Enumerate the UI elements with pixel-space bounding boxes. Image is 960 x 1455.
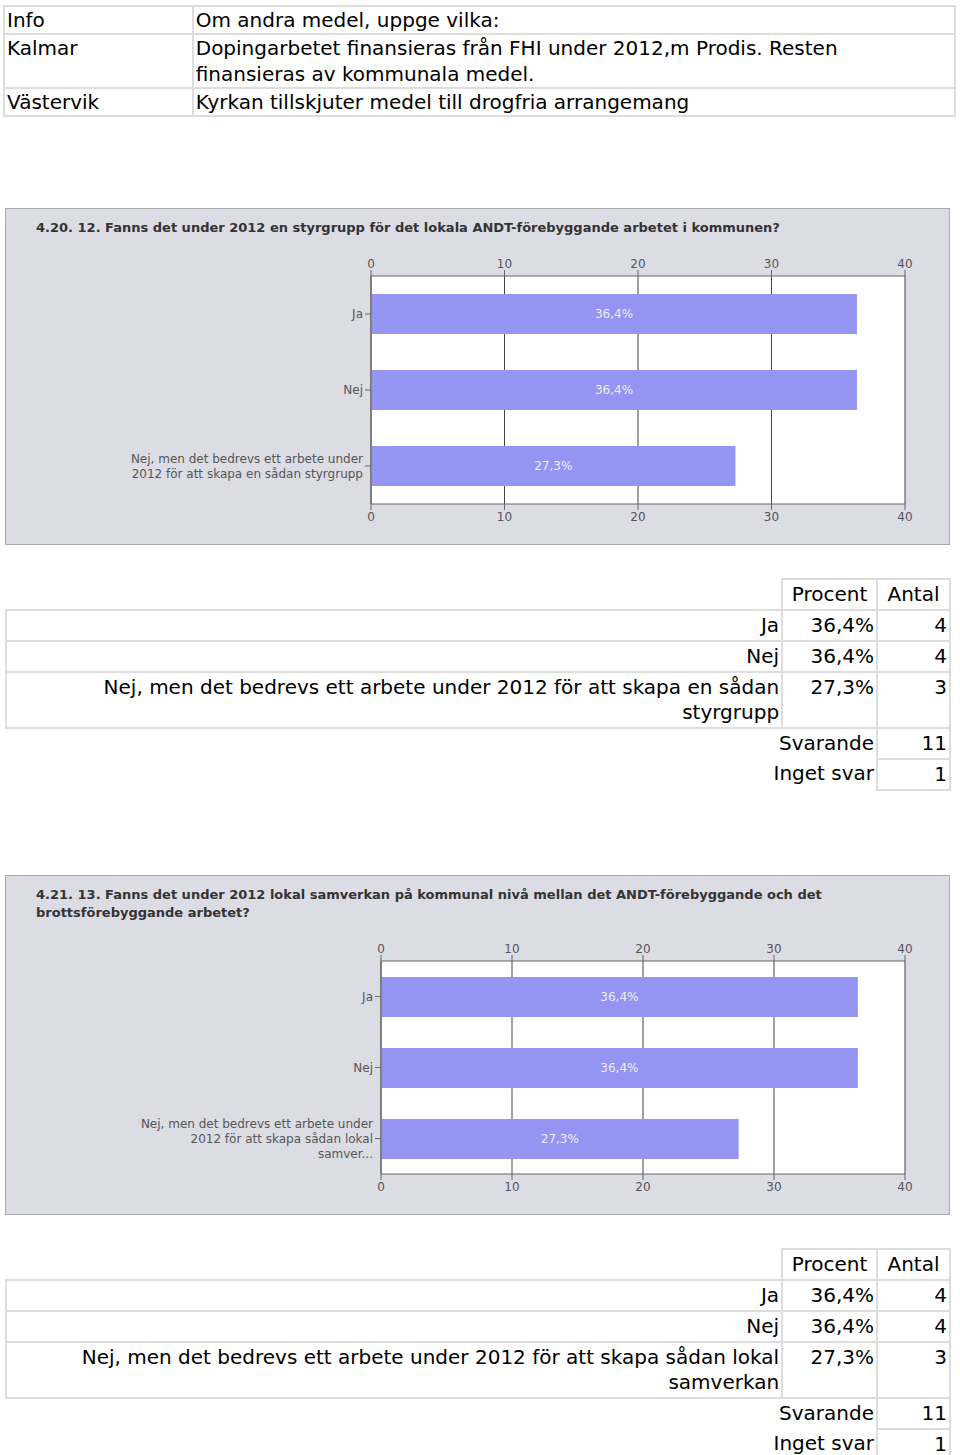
html-text:Nej: Nej xyxy=(746,1314,780,1338)
svg-text:Nej: Nej xyxy=(353,1061,373,1075)
svg-text:27,3%: 27,3% xyxy=(541,1132,579,1146)
html-text:27,3%: 27,3% xyxy=(810,1345,874,1369)
svg-text:10: 10 xyxy=(497,510,512,524)
svg-text:Nej, men det bedrevs ett arbet: Nej, men det bedrevs ett arbete under201… xyxy=(141,1117,373,1161)
svg-text:0: 0 xyxy=(377,1180,385,1194)
html-text:Svarande: Svarande xyxy=(779,1401,874,1425)
svg-text:0: 0 xyxy=(367,257,375,271)
html-text:4: 4 xyxy=(934,1283,947,1307)
html-text:4: 4 xyxy=(934,1314,947,1338)
html-text:Procent: Procent xyxy=(791,582,868,606)
html-text:3: 3 xyxy=(934,1345,947,1369)
html-text:Kyrkan tillskjuter medel till: Kyrkan tillskjuter medel till drogfria a… xyxy=(195,90,690,114)
html-text:Kalmar: Kalmar xyxy=(7,36,78,60)
svg-text:30: 30 xyxy=(766,942,781,956)
html-text:Svarande: Svarande xyxy=(779,731,874,755)
svg-text:20: 20 xyxy=(630,510,645,524)
html-text:Västervik: Västervik xyxy=(7,90,100,114)
svg-text:0: 0 xyxy=(367,510,375,524)
html-text:4: 4 xyxy=(934,613,947,637)
svg-text:36,4%: 36,4% xyxy=(595,307,633,321)
html-text:Nej: Nej xyxy=(746,644,780,668)
html-text:4.21. 13. Fanns det under 2012: 4.21. 13. Fanns det under 2012 lokal sam… xyxy=(36,887,822,920)
html-text:1: 1 xyxy=(934,762,947,786)
svg-text:27,3%: 27,3% xyxy=(534,459,572,473)
svg-text:30: 30 xyxy=(766,1180,781,1194)
svg-text:40: 40 xyxy=(897,942,912,956)
svg-text:30: 30 xyxy=(764,257,779,271)
html-text:Inget svar: Inget svar xyxy=(773,761,874,785)
html-text:Ja: Ja xyxy=(760,613,780,637)
svg-text:Ja: Ja xyxy=(361,990,373,1004)
svg-text:10: 10 xyxy=(504,942,519,956)
html-text:4: 4 xyxy=(934,644,947,668)
svg-text:30: 30 xyxy=(764,510,779,524)
svg-text:20: 20 xyxy=(630,257,645,271)
svg-text:40: 40 xyxy=(897,510,912,524)
svg-text:40: 40 xyxy=(897,1180,912,1194)
svg-text:10: 10 xyxy=(504,1180,519,1194)
svg-text:Nej: Nej xyxy=(343,383,363,397)
svg-text:36,4%: 36,4% xyxy=(595,383,633,397)
html-text:Procent: Procent xyxy=(791,1252,868,1276)
svg-text:40: 40 xyxy=(897,257,912,271)
svg-text:20: 20 xyxy=(635,1180,650,1194)
html-text:27,3%: 27,3% xyxy=(810,675,874,699)
svg-text:36,4%: 36,4% xyxy=(600,990,638,1004)
html-text:36,4%: 36,4% xyxy=(810,1283,874,1307)
svg-text:20: 20 xyxy=(635,942,650,956)
html-text:Antal: Antal xyxy=(887,582,940,606)
html-text:4.20. 12. Fanns det under 2012: 4.20. 12. Fanns det under 2012 en styrgr… xyxy=(36,220,780,235)
svg-text:36,4%: 36,4% xyxy=(600,1061,638,1075)
html-text:36,4%: 36,4% xyxy=(810,613,874,637)
html-text:Antal: Antal xyxy=(887,1252,940,1276)
html-text:3: 3 xyxy=(934,675,947,699)
html-text:1: 1 xyxy=(934,1432,947,1455)
html-text:Dopingarbetet finansieras från: Dopingarbetet finansieras från FHI under… xyxy=(195,36,838,86)
html-text:Om andra medel, uppge vilka:: Om andra medel, uppge vilka: xyxy=(195,8,500,32)
html-text:11: 11 xyxy=(921,1401,947,1425)
svg-text:Ja: Ja xyxy=(351,307,363,321)
html-text:Info: Info xyxy=(7,8,45,32)
svg-text:Nej, men det bedrevs ett arbet: Nej, men det bedrevs ett arbete under201… xyxy=(131,452,363,481)
html-text:Inget svar: Inget svar xyxy=(773,1431,874,1455)
html-text:11: 11 xyxy=(921,731,947,755)
html-text:Ja: Ja xyxy=(760,1283,780,1307)
svg-text:0: 0 xyxy=(377,942,385,956)
html-text:36,4%: 36,4% xyxy=(810,644,874,668)
html-text:Nej, men det bedrevs ett arbet: Nej, men det bedrevs ett arbete under 20… xyxy=(81,1345,780,1394)
html-text:Nej, men det bedrevs ett arbet: Nej, men det bedrevs ett arbete under 20… xyxy=(103,675,780,724)
html-text:36,4%: 36,4% xyxy=(810,1314,874,1338)
svg-text:10: 10 xyxy=(497,257,512,271)
